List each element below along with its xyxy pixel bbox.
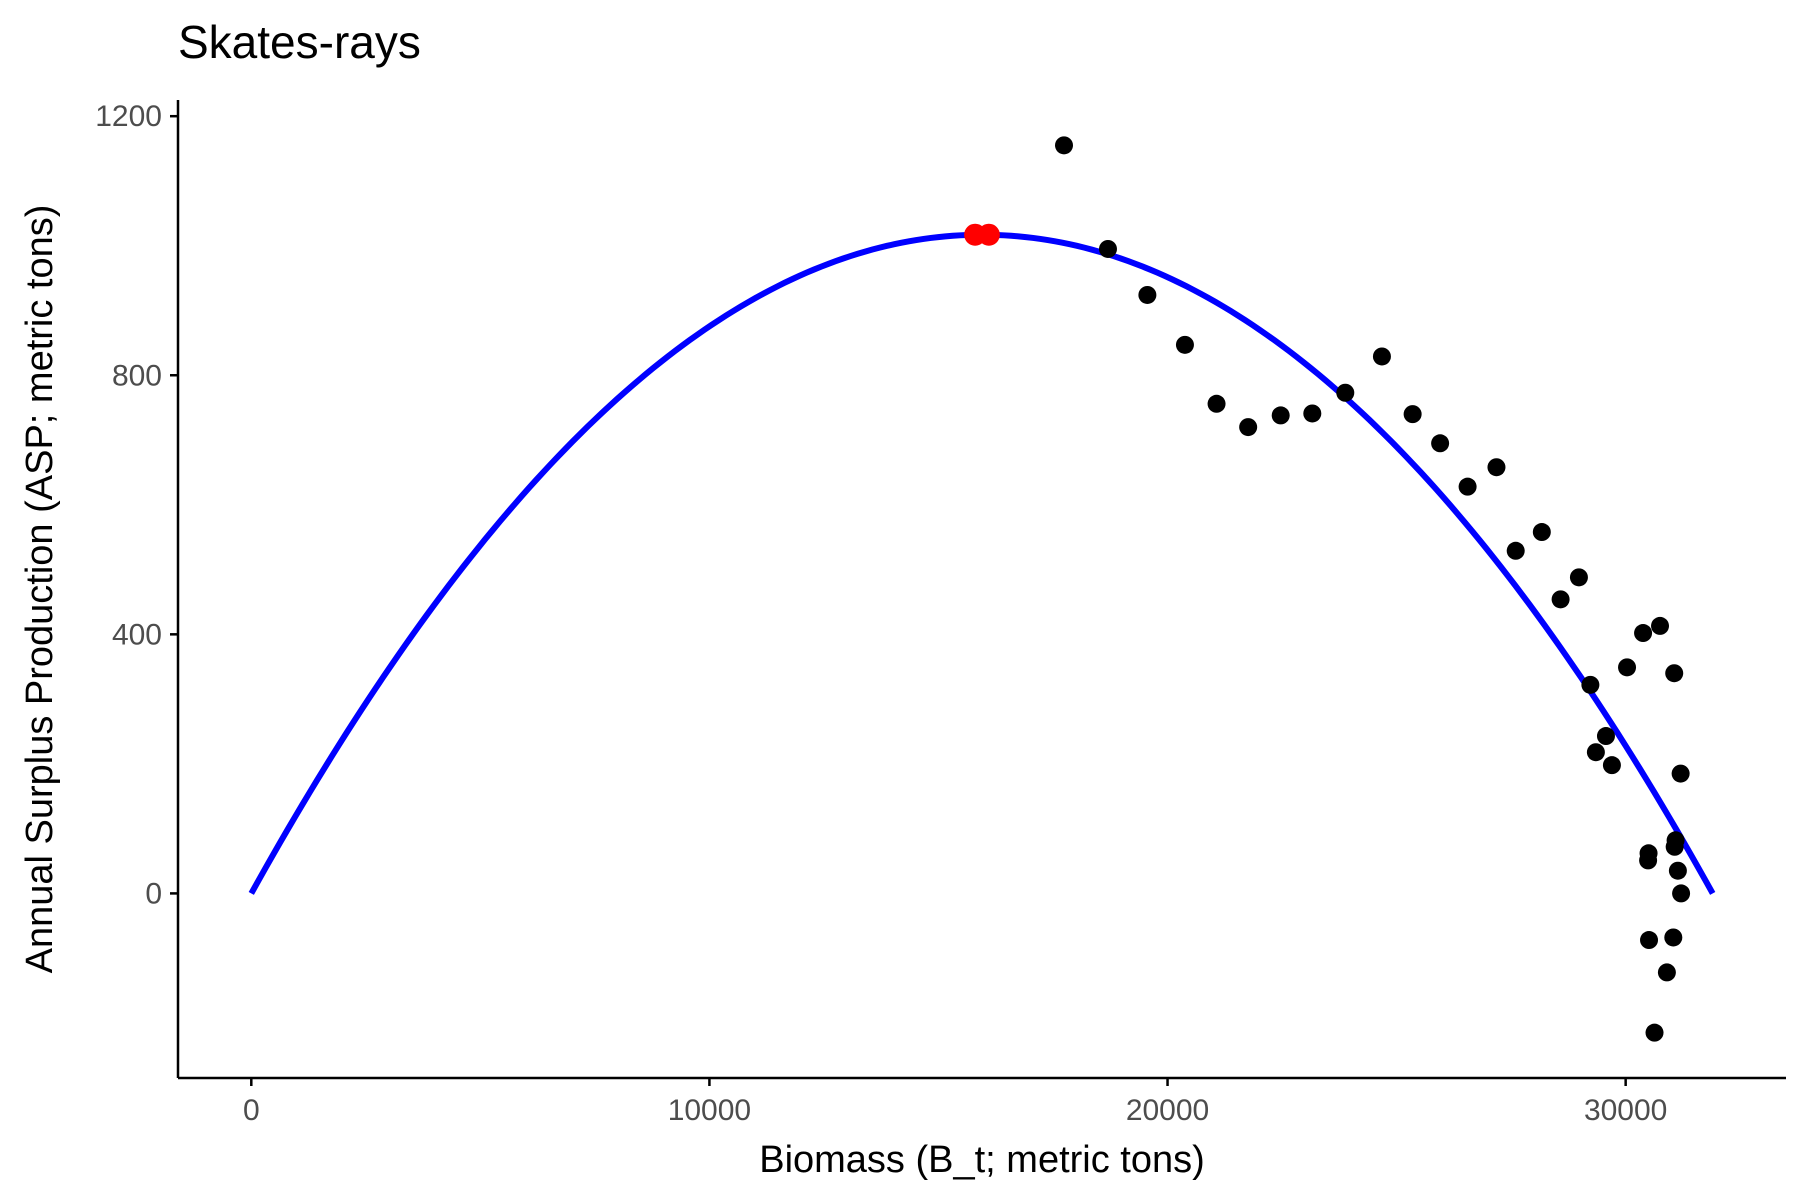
data-point <box>1668 861 1687 880</box>
data-point <box>1303 404 1322 423</box>
data-point <box>1657 963 1676 982</box>
data-point <box>1581 675 1600 694</box>
x-axis-title: Biomass (B_t; metric tons) <box>759 1139 1205 1181</box>
data-point <box>1664 928 1683 947</box>
data-point <box>1487 458 1506 477</box>
data-point <box>1586 743 1605 762</box>
data-point <box>1672 884 1691 903</box>
x-tick-label: 10000 <box>668 1094 751 1127</box>
y-tick-label: 800 <box>112 359 162 392</box>
data-point <box>1138 285 1157 304</box>
data-point <box>1665 664 1684 683</box>
data-point <box>1671 764 1690 783</box>
data-point <box>1639 844 1658 863</box>
data-point <box>1055 136 1074 155</box>
data-point <box>1569 568 1588 587</box>
y-tick-label: 1200 <box>95 100 162 133</box>
x-tick-label: 20000 <box>1126 1094 1209 1127</box>
data-point <box>1271 406 1290 425</box>
data-point <box>1602 756 1621 775</box>
y-axis-title: Annual Surplus Production (ASP; metric t… <box>19 205 61 974</box>
x-tick-label: 0 <box>243 1094 260 1127</box>
data-point <box>1506 541 1525 560</box>
data-point <box>1645 1023 1664 1042</box>
data-point <box>1640 931 1659 950</box>
y-tick-label: 400 <box>112 618 162 651</box>
data-point <box>1458 477 1477 496</box>
data-point <box>1175 335 1194 354</box>
data-point <box>1403 405 1422 424</box>
data-point <box>1551 590 1570 609</box>
data-point <box>1618 658 1637 677</box>
data-point <box>1372 347 1391 366</box>
data-point <box>1207 394 1226 413</box>
data-point <box>1431 434 1450 453</box>
y-ticks: 0 400 800 1200 <box>95 100 178 910</box>
data-point <box>1239 418 1258 437</box>
data-point <box>1336 383 1355 402</box>
data-point <box>1532 523 1551 542</box>
fitted-curve <box>248 231 1716 895</box>
data-point <box>1666 831 1685 850</box>
x-ticks: 0 10000 20000 30000 <box>243 1078 1667 1127</box>
highlight-point <box>977 223 1000 246</box>
y-tick-label: 0 <box>145 877 162 910</box>
x-tick-label: 30000 <box>1584 1094 1667 1127</box>
chart-title: Skates-rays <box>178 16 421 68</box>
data-point <box>1596 727 1615 746</box>
data-point <box>1634 624 1653 643</box>
data-point <box>1098 239 1117 258</box>
plot-panel <box>248 136 1716 1042</box>
data-point <box>1651 616 1670 635</box>
